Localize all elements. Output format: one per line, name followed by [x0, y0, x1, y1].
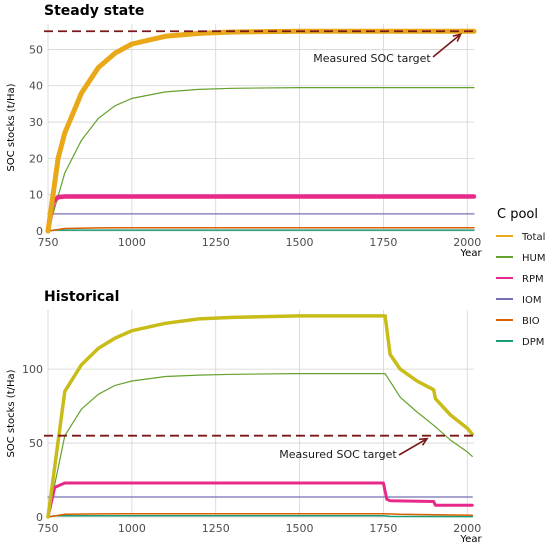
historical-series-bio-line [47, 512, 474, 518]
legend-label-hum: HUM [522, 253, 545, 264]
historical-xtick-label: 1500 [286, 522, 314, 535]
steady-ytick-label: 50 [29, 43, 43, 56]
steady-ytick-label: 0 [36, 225, 43, 238]
steady-target-annotation-label: Measured SOC target [313, 52, 431, 65]
steady-y-axis-title: SOC stocks (t/Ha) [6, 83, 17, 171]
legend-label-dpm: DPM [522, 337, 544, 348]
steady-state-panel: 750 1000 1250 1500 1750 2000 0 10 20 30 40 50 Steady… [6, 3, 482, 259]
steady-panel-title: Steady state [44, 3, 144, 19]
steady-target-arrow-head [452, 33, 463, 42]
steady-xtick-label: 1000 [118, 236, 146, 249]
historical-panel: 750 1000 1250 1500 1750 2000 0 50 100 Historical S… [6, 289, 482, 545]
historical-xtick-label: 2000 [453, 522, 481, 535]
steady-series-hum-line [47, 87, 475, 232]
legend-title: C pool [497, 207, 538, 222]
legend-label-rpm: RPM [522, 274, 544, 285]
steady-ytick-label: 20 [29, 152, 43, 165]
historical-xtick-label: 750 [38, 522, 59, 535]
historical-target-arrow-shaft [398, 437, 428, 456]
steady-xtick-label: 2000 [453, 236, 481, 249]
steady-xtick-label: 1750 [369, 236, 397, 249]
historical-panel-title: Historical [44, 289, 119, 305]
historical-series-total-line [46, 314, 475, 519]
historical-xtick-label: 1000 [118, 522, 146, 535]
legend-label-bio: BIO [522, 316, 540, 327]
legend-label-iom: IOM [522, 295, 541, 306]
steady-xtick-label: 1500 [286, 236, 314, 249]
steady-series-bio-line [47, 226, 475, 232]
legend: C pool Total HUM RPM IOM BIO DPM [496, 207, 545, 348]
legend-label-total: Total [521, 232, 545, 243]
steady-xtick-label: 750 [38, 236, 59, 249]
historical-ytick-label: 50 [29, 437, 43, 450]
historical-series-rpm-line [46, 481, 474, 519]
historical-ytick-label: 100 [22, 363, 43, 376]
steady-ytick-label: 30 [29, 116, 43, 129]
historical-ytick-label: 0 [36, 511, 43, 524]
historical-target-annotation-label: Measured SOC target [279, 448, 397, 461]
steady-target-arrow-shaft [432, 33, 462, 58]
historical-series-hum-line [47, 373, 473, 518]
historical-xtick-label: 1750 [369, 522, 397, 535]
historical-xtick-label: 1250 [202, 522, 230, 535]
historical-x-axis-title: Year [459, 534, 482, 545]
steady-x-axis-title: Year [459, 248, 482, 259]
steady-xtick-label: 1250 [202, 236, 230, 249]
steady-ytick-label: 40 [29, 80, 43, 93]
historical-y-axis-title: SOC stocks (t/Ha) [6, 369, 17, 457]
steady-ytick-label: 10 [29, 189, 43, 202]
historical-target-arrow-head [419, 437, 429, 446]
